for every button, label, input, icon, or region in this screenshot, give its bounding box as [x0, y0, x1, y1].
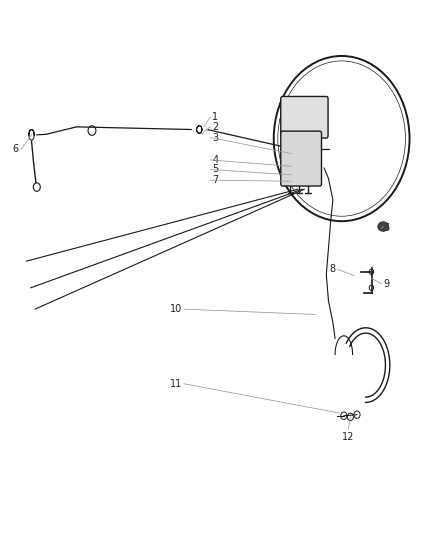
Text: 4: 4 — [212, 155, 219, 165]
Text: 9: 9 — [383, 279, 389, 288]
FancyBboxPatch shape — [281, 96, 328, 138]
Text: 3: 3 — [212, 133, 219, 142]
Text: 1: 1 — [212, 112, 219, 122]
Text: 11: 11 — [170, 379, 182, 389]
Text: 8: 8 — [329, 264, 335, 274]
Text: 6: 6 — [12, 144, 18, 154]
Text: 7: 7 — [212, 175, 219, 185]
FancyBboxPatch shape — [281, 131, 321, 186]
Text: 6: 6 — [383, 223, 389, 233]
Text: 2: 2 — [212, 122, 219, 132]
Ellipse shape — [378, 222, 389, 231]
Text: 10: 10 — [170, 304, 182, 314]
Text: 5: 5 — [212, 165, 219, 174]
Text: 12: 12 — [342, 432, 354, 442]
